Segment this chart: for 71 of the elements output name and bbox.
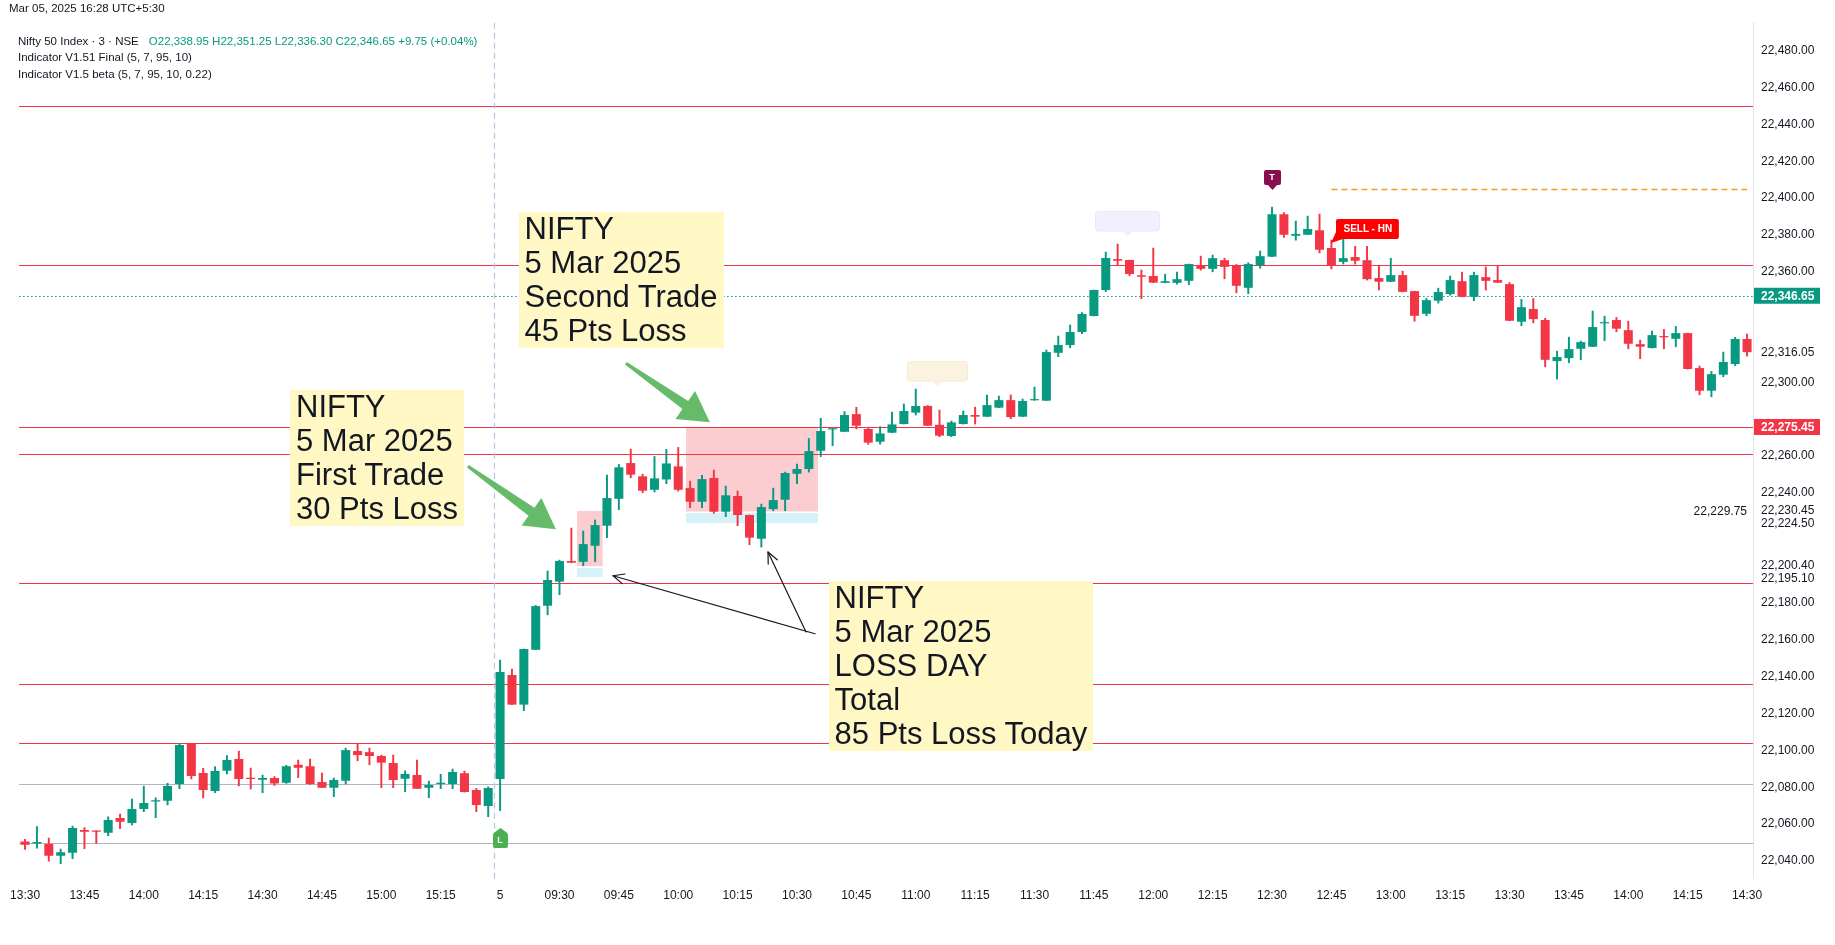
y-tick-label: 22,460.00 <box>1761 79 1815 94</box>
x-tick-label: 14:00 <box>1613 888 1644 903</box>
y-tick-label: 22,360.00 <box>1761 264 1815 279</box>
annotation: Indicator V1.5 beta (5, 7, 95, 10, 0.22) <box>18 66 212 81</box>
candlestick <box>1136 269 1146 300</box>
y-tick-label: 22,040.00 <box>1761 853 1815 868</box>
y-tick-label: 22,195.10 <box>1761 570 1815 585</box>
x-tick-label: 09:45 <box>603 888 635 903</box>
x-tick-label: 13:45 <box>69 888 100 903</box>
annotation: 22,229.75 <box>1693 504 1747 518</box>
x-tick-label: 11:30 <box>1019 888 1050 903</box>
y-tick-label: 22,380.00 <box>1761 227 1815 242</box>
x-tick-label: 10:45 <box>841 888 872 903</box>
y-tick-label: 22,400.00 <box>1761 190 1815 205</box>
x-tick-label: 14:30 <box>1732 888 1763 903</box>
x-tick-label: 10:00 <box>663 888 694 903</box>
x-tick-label: 13:00 <box>1375 888 1407 903</box>
x-tick-label: 11:45 <box>1079 888 1109 903</box>
y-tick-label: 22,420.00 <box>1761 153 1815 168</box>
y-tick-label: 22,180.00 <box>1761 595 1815 610</box>
annotation: NIFTY 5 Mar 2025 Second Trade 45 Pts Loss <box>518 210 724 348</box>
x-tick-label: 13:30 <box>10 888 41 903</box>
y-tick-label: 22,120.00 <box>1761 705 1815 720</box>
x-tick-label: 12:45 <box>1316 888 1347 903</box>
x-tick-label: 10:30 <box>781 888 813 903</box>
x-tick-label: 12:00 <box>1138 888 1169 903</box>
x-tick-label: 14:15 <box>188 888 219 903</box>
y-tick-label: 22,480.00 <box>1761 43 1815 58</box>
y-tick-label: 22,160.00 <box>1761 632 1815 647</box>
candlestick <box>566 527 576 564</box>
x-tick-label: 14:30 <box>247 888 278 903</box>
x-tick-label: 10:15 <box>722 888 753 903</box>
y-tick-label: 22,260.00 <box>1761 448 1815 463</box>
annotation: Indicator V1.51 Final (5, 7, 95, 10) <box>18 50 192 65</box>
y-tick-label: 22,316.05 <box>1761 344 1815 359</box>
x-tick-label: 12:30 <box>1257 888 1288 903</box>
annotation: T <box>1263 170 1281 186</box>
x-tick-label: 15:00 <box>366 888 397 903</box>
x-tick-label: 5 <box>496 888 504 903</box>
annotation: L <box>492 832 508 848</box>
x-tick-label: 11:15 <box>960 888 991 903</box>
candlestick <box>91 830 101 844</box>
y-tick-label: 22,440.00 <box>1761 116 1815 131</box>
ref-line-label: 22,346.65 <box>1761 288 1815 303</box>
y-tick-label: 22,300.00 <box>1761 374 1815 389</box>
text: Mar 05, 2025 16:28 UTC+5:30 <box>9 1 165 15</box>
text: O22,338.95 H22,351.25 L22,336.30 C22,346.65 +9.75 (+0.04%) <box>148 35 478 47</box>
y-tick-label: 22,060.00 <box>1761 816 1815 831</box>
y-tick-label: 22,240.00 <box>1761 484 1815 499</box>
annotation: SELL - HN <box>1336 218 1400 239</box>
y-tick-label: 22,080.00 <box>1761 779 1815 794</box>
x-tick-label: 12:15 <box>1197 888 1228 903</box>
x-tick-label: 14:15 <box>1672 888 1704 903</box>
x-tick-label: 11:00 <box>901 888 931 903</box>
y-tick-label: 22,100.00 <box>1761 742 1815 757</box>
y-tick-label: 22,140.00 <box>1761 669 1815 684</box>
y-tick-label: 22,224.50 <box>1761 515 1815 530</box>
y-tick-label: 22,230.45 <box>1761 502 1815 517</box>
x-tick-label: 14:45 <box>306 888 338 903</box>
text: Nifty 50 Index · 3 · NSE <box>18 35 139 47</box>
x-tick-label: 13:15 <box>1435 888 1466 903</box>
annotation: NIFTY 5 Mar 2025 First Trade 30 Pts Loss <box>290 388 464 526</box>
x-tick-label: 13:30 <box>1494 888 1525 903</box>
x-tick-label: 09:30 <box>544 888 575 903</box>
annotation: NIFTY 5 Mar 2025 LOSS DAY Total 85 Pts Loss Today <box>828 579 1094 751</box>
ref-line-label: 22,275.45 <box>1761 419 1815 434</box>
candlestick <box>79 827 89 850</box>
y-tick-label: 22,200.40 <box>1761 557 1815 572</box>
x-tick-label: 14:00 <box>128 888 160 903</box>
x-tick-label: 15:15 <box>425 888 457 903</box>
x-tick-label: 13:45 <box>1553 888 1585 903</box>
